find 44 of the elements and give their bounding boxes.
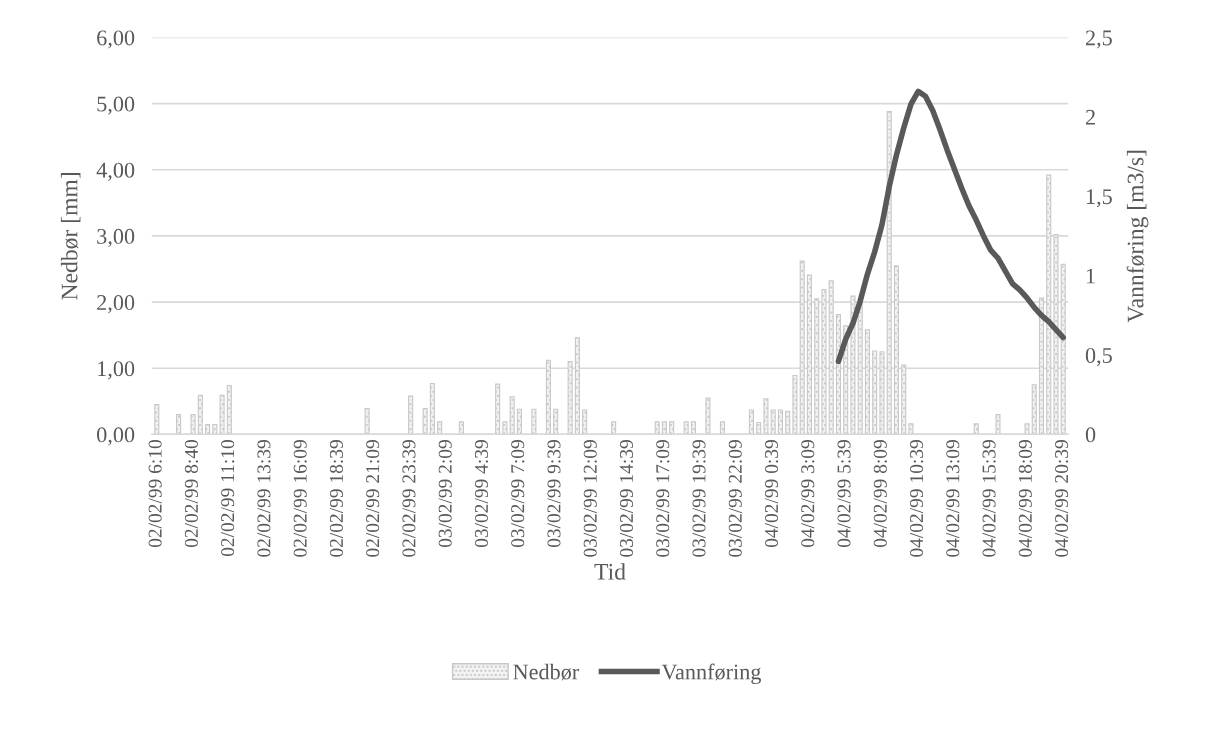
x-tick-label: 04/02/99 5:39 <box>837 440 851 548</box>
x-tick-label: 03/02/99 12:09 <box>583 440 597 557</box>
x-tick-label: 04/02/99 10:39 <box>909 440 924 557</box>
x-tick-label: 02/02/99 13:39 <box>257 440 271 557</box>
x-tick-label: 03/02/99 2:09 <box>438 440 452 548</box>
y-axis-title: Nedbør [mm] <box>60 173 81 300</box>
y-tick-label: 0,00 <box>97 427 135 446</box>
y-tick-label: 4,00 <box>96 162 135 181</box>
x-tick-label: 04/02/99 15:39 <box>982 440 996 557</box>
y2-tick-label: 1 <box>1086 268 1095 284</box>
x-tick-label: 04/02/99 18:09 <box>1018 440 1032 557</box>
y-tick-label: 3,00 <box>97 228 135 248</box>
x-tick-label: 03/02/99 9:39 <box>547 440 561 548</box>
x-tick-label: 04/02/99 8:09 <box>873 440 887 548</box>
x-tick-label: 02/02/99 16:09 <box>293 440 307 557</box>
x-axis-title: Tid <box>594 563 626 580</box>
x-tick-label: 03/02/99 19:39 <box>692 440 706 557</box>
x-tick-label: 03/02/99 7:09 <box>511 440 525 548</box>
x-tick-label: 02/02/99 18:39 <box>329 440 344 557</box>
y2-tick-label: 0,5 <box>1085 347 1112 367</box>
y-tick-label: 1,00 <box>98 361 135 380</box>
legend-label: Nedbør <box>513 663 580 681</box>
x-tick-label: 02/02/99 6:10 <box>148 440 162 548</box>
x-tick-label: 03/02/99 22:09 <box>728 440 742 557</box>
y2-tick-label: 2 <box>1085 109 1095 125</box>
x-tick-label: 03/02/99 14:39 <box>619 440 634 557</box>
y2-tick-label: 0 <box>1085 427 1096 443</box>
x-tick-label: 03/02/99 4:39 <box>474 440 489 548</box>
y2-axis-title: Vannføring [m3/s] <box>1126 150 1149 323</box>
y-tick-label: 6,00 <box>97 30 135 49</box>
y2-tick-label: 2,5 <box>1085 30 1112 49</box>
x-tick-label: 03/02/99 17:09 <box>656 440 670 557</box>
x-tick-label: 04/02/99 13:09 <box>946 440 960 557</box>
y-tick-label: 2,00 <box>97 295 135 314</box>
x-tick-label: 04/02/99 20:39 <box>1054 440 1069 557</box>
y-tick-label: 5,00 <box>97 96 135 115</box>
x-tick-label: 02/02/99 21:09 <box>366 440 380 557</box>
x-tick-label: 02/02/99 8:40 <box>184 440 199 548</box>
x-tick-label: 04/02/99 3:09 <box>801 440 815 548</box>
legend-label: Vannføring <box>661 663 761 685</box>
x-tick-label: 04/02/99 0:39 <box>764 440 779 548</box>
x-tick-label: 02/02/99 23:39 <box>402 440 416 557</box>
y2-tick-label: 1,5 <box>1086 189 1112 208</box>
x-tick-label: 02/02/99 11:10 <box>221 440 235 557</box>
